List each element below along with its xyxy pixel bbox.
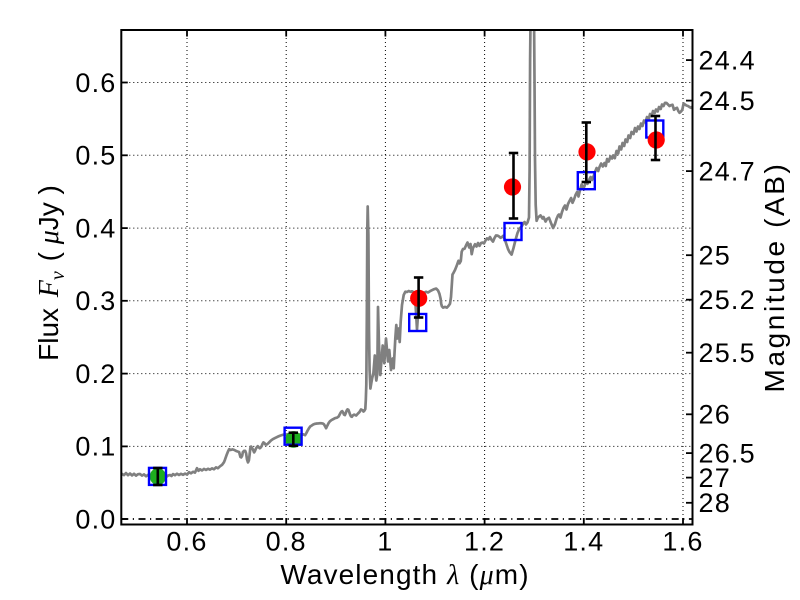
svg-text:25.5: 25.5 (699, 338, 756, 368)
svg-text:1: 1 (377, 527, 393, 557)
svg-text:26: 26 (699, 400, 731, 430)
svg-text:1.4: 1.4 (563, 527, 604, 557)
svg-text:0.6: 0.6 (166, 527, 207, 557)
svg-text:0.2: 0.2 (75, 359, 116, 389)
svg-text:1.2: 1.2 (464, 527, 505, 557)
svg-text:0.3: 0.3 (75, 286, 116, 316)
svg-text:24.4: 24.4 (699, 45, 756, 75)
svg-text:0.6: 0.6 (75, 68, 116, 98)
svg-text:26.5: 26.5 (699, 438, 756, 468)
svg-text:28: 28 (699, 488, 731, 518)
svg-text:24.7: 24.7 (699, 156, 756, 186)
svg-text:25.2: 25.2 (699, 285, 756, 315)
svg-text:25: 25 (699, 241, 731, 271)
svg-text:Magnitude (AB): Magnitude (AB) (759, 162, 790, 393)
svg-text:24.5: 24.5 (699, 86, 756, 116)
svg-text:1.6: 1.6 (662, 527, 703, 557)
svg-text:0.0: 0.0 (75, 504, 116, 534)
svg-text:0.8: 0.8 (266, 527, 307, 557)
svg-text:0.1: 0.1 (75, 432, 116, 462)
svg-text:0.5: 0.5 (75, 141, 116, 171)
svg-text:27: 27 (699, 463, 731, 493)
svg-text:Wavelength λ (μm): Wavelength λ (μm) (280, 559, 529, 591)
svg-text:0.4: 0.4 (75, 213, 116, 243)
